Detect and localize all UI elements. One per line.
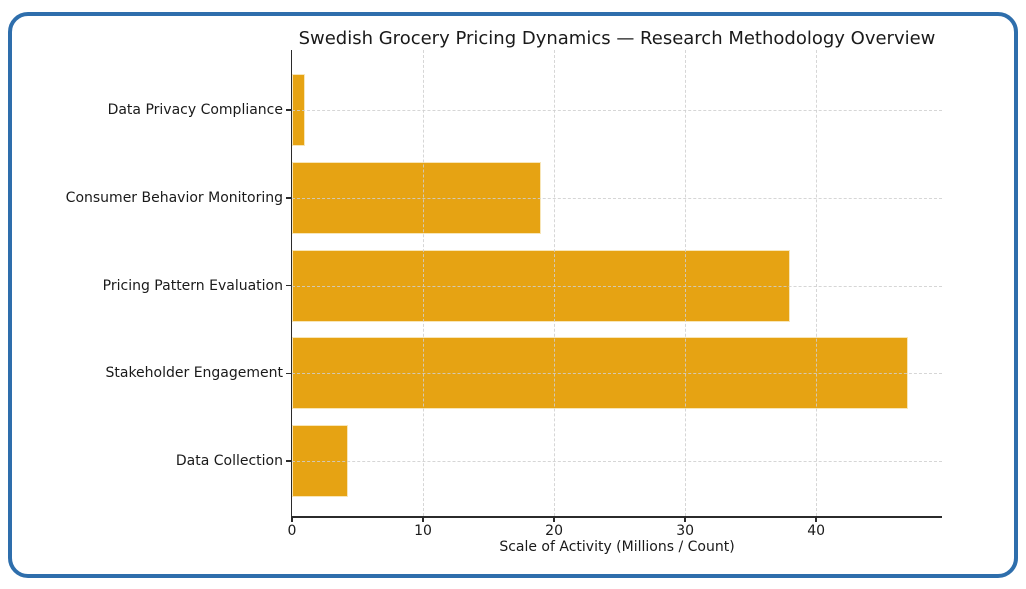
y-tick-label-data-privacy-compliance: Data Privacy Compliance — [107, 102, 283, 118]
x-tick-label: 30 — [676, 523, 695, 539]
y-tick-pricing-pattern-evaluation — [286, 284, 291, 287]
x-tick-40 — [815, 517, 817, 522]
x-gridline-30 — [685, 50, 687, 516]
y-tick-label-data-collection: Data Collection — [175, 453, 283, 469]
x-tick-0 — [291, 517, 293, 522]
y-tick-data-privacy-compliance — [286, 109, 291, 111]
x-tick-20 — [553, 517, 555, 522]
x-axis-spine — [290, 516, 942, 518]
y-gridline-stakeholder-engagement — [292, 373, 942, 375]
y-gridline-data-privacy-compliance — [292, 110, 942, 111]
x-tick-10 — [422, 517, 424, 522]
x-gridline-20 — [554, 50, 556, 516]
y-gridline-pricing-pattern-evaluation — [292, 285, 942, 287]
x-gridline-40 — [816, 50, 818, 516]
x-axis-label: Scale of Activity (Millions / Count) — [499, 539, 735, 555]
y-gridline-consumer-behavior-monitoring — [292, 197, 942, 199]
x-tick-label: 20 — [545, 523, 563, 539]
y-tick-label-consumer-behavior-monitoring: Consumer Behavior Monitoring — [65, 189, 283, 206]
x-tick-label: 40 — [807, 523, 826, 539]
x-tick-30 — [684, 517, 686, 522]
x-gridline-10 — [423, 50, 425, 516]
y-axis-spine — [290, 50, 292, 518]
y-tick-label-stakeholder-engagement: Stakeholder Engagement — [105, 365, 283, 382]
y-tick-consumer-behavior-monitoring — [286, 197, 291, 199]
chart-title: Swedish Grocery Pricing Dynamics — Resea… — [298, 28, 936, 49]
y-gridline-data-collection — [292, 461, 942, 462]
x-tick-label: 0 — [287, 523, 297, 539]
y-tick-stakeholder-engagement — [286, 372, 291, 374]
y-tick-label-pricing-pattern-evaluation: Pricing Pattern Evaluation — [102, 277, 283, 294]
y-tick-data-collection — [286, 460, 291, 462]
x-tick-label: 10 — [414, 523, 432, 539]
